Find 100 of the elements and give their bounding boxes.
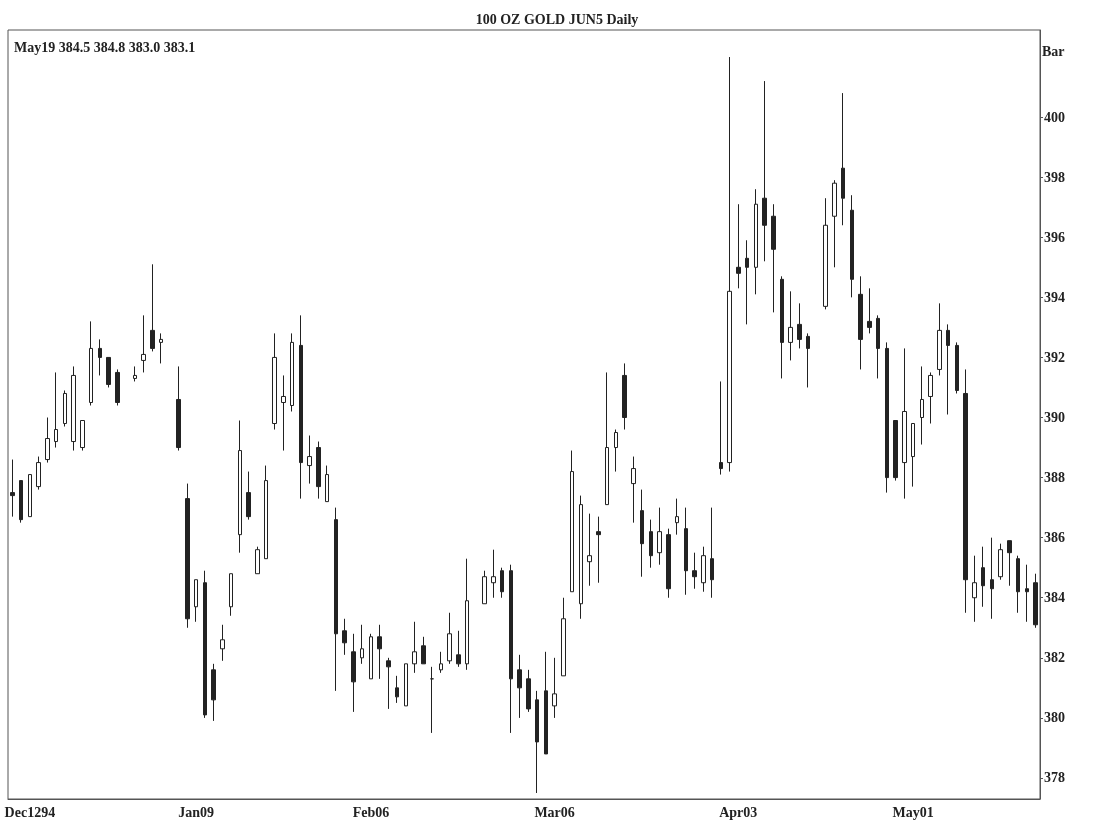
candlestick bbox=[823, 197, 828, 310]
candlestick bbox=[377, 624, 382, 680]
candlestick bbox=[780, 275, 784, 379]
candlestick bbox=[972, 555, 977, 623]
candlestick bbox=[98, 338, 102, 376]
candlestick bbox=[351, 633, 356, 713]
candlestick bbox=[552, 657, 557, 719]
candlestick bbox=[439, 651, 443, 674]
y-axis-title: Bar bbox=[1042, 43, 1065, 59]
candlestick bbox=[517, 654, 522, 719]
x-tick-label: Apr03 bbox=[719, 804, 758, 820]
candlestick bbox=[404, 663, 408, 707]
candlestick bbox=[272, 332, 277, 431]
y-tick-label: 382 bbox=[1044, 650, 1065, 666]
candlestick bbox=[342, 618, 347, 656]
candlestick bbox=[150, 263, 155, 352]
candlestick bbox=[736, 203, 741, 289]
candlestick bbox=[80, 420, 85, 452]
candlestick bbox=[719, 380, 723, 476]
candlestick bbox=[115, 368, 120, 406]
candlestick bbox=[797, 302, 802, 349]
candlestick bbox=[395, 675, 399, 704]
x-tick-label: Mar06 bbox=[534, 804, 575, 820]
candlestick bbox=[963, 368, 968, 614]
y-tick-label: 384 bbox=[1044, 590, 1065, 606]
y-tick-label: 390 bbox=[1044, 410, 1065, 425]
candlestick bbox=[412, 621, 417, 674]
candlestick bbox=[955, 341, 959, 394]
candlestick bbox=[281, 374, 286, 452]
candlestick bbox=[631, 456, 636, 524]
candlestick bbox=[10, 459, 15, 518]
candlestick bbox=[176, 365, 181, 452]
x-tick-label: Feb06 bbox=[352, 804, 390, 820]
candlestick bbox=[727, 56, 732, 473]
candlestick bbox=[911, 423, 915, 488]
y-tick-label: 378 bbox=[1044, 770, 1065, 786]
candlestick bbox=[587, 513, 592, 587]
candlestick bbox=[1025, 564, 1029, 623]
x-tick-label: Jan09 bbox=[178, 804, 214, 820]
y-tick-label: 396 bbox=[1044, 229, 1065, 245]
candlestick bbox=[203, 570, 207, 719]
candlestick bbox=[937, 302, 942, 376]
x-tick-label: Dec1294 bbox=[4, 804, 56, 820]
candlestick bbox=[622, 362, 627, 431]
candlestick bbox=[605, 371, 609, 506]
candlestick bbox=[666, 528, 671, 599]
candlestick bbox=[238, 420, 242, 554]
candlestick bbox=[185, 483, 190, 629]
candlestick bbox=[788, 290, 793, 361]
candlestick bbox=[194, 579, 198, 623]
candlestick bbox=[701, 546, 706, 593]
candlestick bbox=[316, 441, 321, 500]
candlestick bbox=[360, 624, 364, 665]
candlestick bbox=[229, 573, 233, 617]
annotation: May19 384.5 384.8 383.0 383.1 bbox=[14, 39, 196, 55]
candlestick bbox=[141, 314, 146, 373]
candlestick bbox=[465, 558, 469, 671]
candlestick bbox=[876, 314, 880, 379]
candlestick bbox=[290, 332, 294, 412]
candlestick bbox=[614, 429, 618, 473]
candlestick bbox=[63, 389, 67, 428]
candlestick bbox=[928, 371, 933, 425]
candlestick bbox=[841, 92, 845, 226]
candlestick bbox=[491, 549, 496, 599]
candlestick bbox=[386, 657, 391, 710]
candlestick bbox=[526, 669, 531, 713]
candlestick bbox=[596, 516, 601, 584]
candlestick bbox=[421, 636, 426, 665]
candlestick bbox=[570, 450, 574, 593]
candlestick bbox=[36, 456, 41, 491]
candlestick bbox=[850, 194, 854, 298]
candlestick bbox=[220, 624, 225, 662]
candlestick bbox=[45, 417, 50, 464]
candlestick bbox=[806, 332, 810, 388]
candlestick bbox=[482, 570, 487, 605]
y-tick-label: 398 bbox=[1044, 169, 1065, 185]
candlestick bbox=[771, 203, 776, 313]
candlestick bbox=[858, 275, 863, 370]
candlestick bbox=[902, 347, 907, 500]
candlestick bbox=[893, 420, 898, 482]
x-tick-label: May01 bbox=[892, 804, 934, 820]
candlestick bbox=[710, 507, 714, 599]
candlestick bbox=[981, 546, 985, 608]
candlestick bbox=[998, 543, 1003, 581]
candlestick bbox=[106, 356, 111, 388]
y-tick-label: 380 bbox=[1044, 710, 1065, 726]
candlestick bbox=[649, 519, 653, 569]
y-tick-label: 388 bbox=[1044, 470, 1065, 486]
candlestick bbox=[509, 564, 513, 734]
candlestick bbox=[1007, 540, 1012, 587]
candlestick bbox=[762, 80, 767, 262]
y-tick-label: 400 bbox=[1044, 109, 1065, 125]
candlestick bbox=[640, 489, 644, 578]
candlestick bbox=[307, 435, 312, 485]
y-tick-label: 394 bbox=[1044, 289, 1065, 305]
candlestick bbox=[832, 179, 837, 268]
candlestick bbox=[544, 651, 548, 755]
candlestick bbox=[692, 552, 697, 590]
candlestick bbox=[456, 630, 461, 668]
candlestick bbox=[561, 597, 566, 677]
